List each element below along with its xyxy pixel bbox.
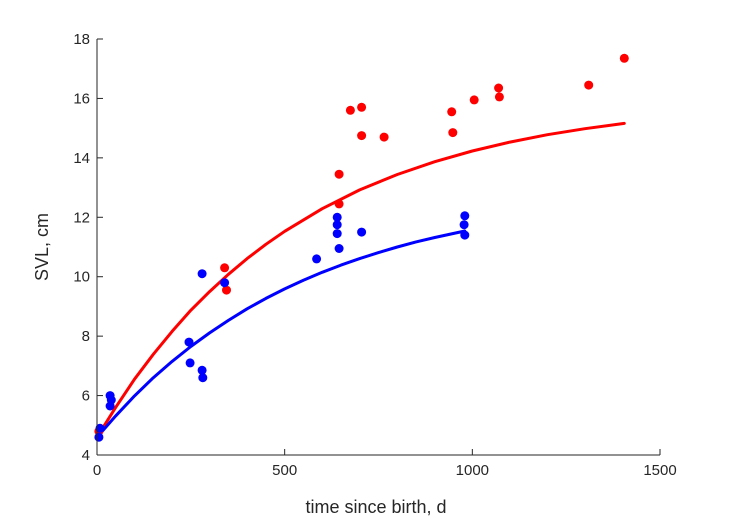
y-tick-label: 6	[82, 388, 90, 405]
x-tick-label: 500	[272, 462, 297, 479]
data-point-series-2	[357, 227, 367, 237]
fit-curves	[95, 121, 626, 439]
data-point-series-2	[459, 220, 469, 230]
x-tick-label: 1500	[643, 462, 676, 479]
y-axis-label: SVL, cm	[32, 213, 52, 281]
y-tick-label: 12	[73, 209, 90, 226]
data-point-series-1	[379, 132, 389, 142]
axes: 0 500 1000 1500 4 6 8 10 12 14 16 18	[73, 31, 676, 479]
data-point-series-1	[619, 53, 629, 63]
x-tick-label: 0	[93, 462, 101, 479]
x-tick-label: 1000	[456, 462, 489, 479]
data-point-series-1	[494, 92, 504, 102]
data-point-series-2	[197, 365, 207, 375]
data-point-series-1	[334, 169, 344, 179]
data-point-series-1	[494, 83, 504, 93]
fit-line-series-2	[95, 229, 467, 439]
data-point-series-1	[357, 131, 367, 141]
data-point-series-1	[584, 80, 594, 90]
data-point-series-2	[197, 269, 207, 279]
y-tick-label: 16	[73, 90, 90, 107]
x-axis-label: time since birth, d	[305, 497, 446, 517]
data-point-series-2	[95, 423, 105, 433]
fit-line-series-1	[95, 121, 626, 439]
data-point-series-2	[332, 220, 342, 230]
data-point-series-2	[220, 278, 230, 288]
y-tick-label: 18	[73, 31, 90, 48]
data-point-series-2	[312, 254, 322, 264]
data-point-series-2	[332, 229, 342, 239]
data-point-series-1	[220, 263, 230, 273]
data-point-series-1	[222, 285, 231, 295]
data-point-series-1	[345, 105, 355, 115]
data-points	[94, 53, 629, 442]
data-point-series-1	[448, 128, 458, 138]
data-point-series-2	[460, 211, 470, 221]
data-point-series-1	[334, 199, 344, 209]
data-point-series-2	[334, 244, 344, 253]
data-point-series-2	[185, 358, 195, 368]
y-tick-label: 14	[73, 150, 90, 167]
y-tick-label: 10	[73, 269, 90, 286]
data-point-series-1	[469, 95, 479, 105]
data-point-series-1	[447, 107, 457, 117]
data-point-series-2	[105, 401, 115, 411]
data-point-series-2	[460, 230, 470, 240]
data-point-series-2	[94, 432, 104, 442]
y-tick-label: 4	[82, 447, 90, 464]
data-point-series-2	[184, 337, 194, 347]
data-point-series-1	[357, 102, 367, 112]
data-point-series-2	[332, 212, 342, 222]
data-point-series-2	[198, 373, 208, 383]
y-tick-label: 8	[82, 328, 90, 345]
